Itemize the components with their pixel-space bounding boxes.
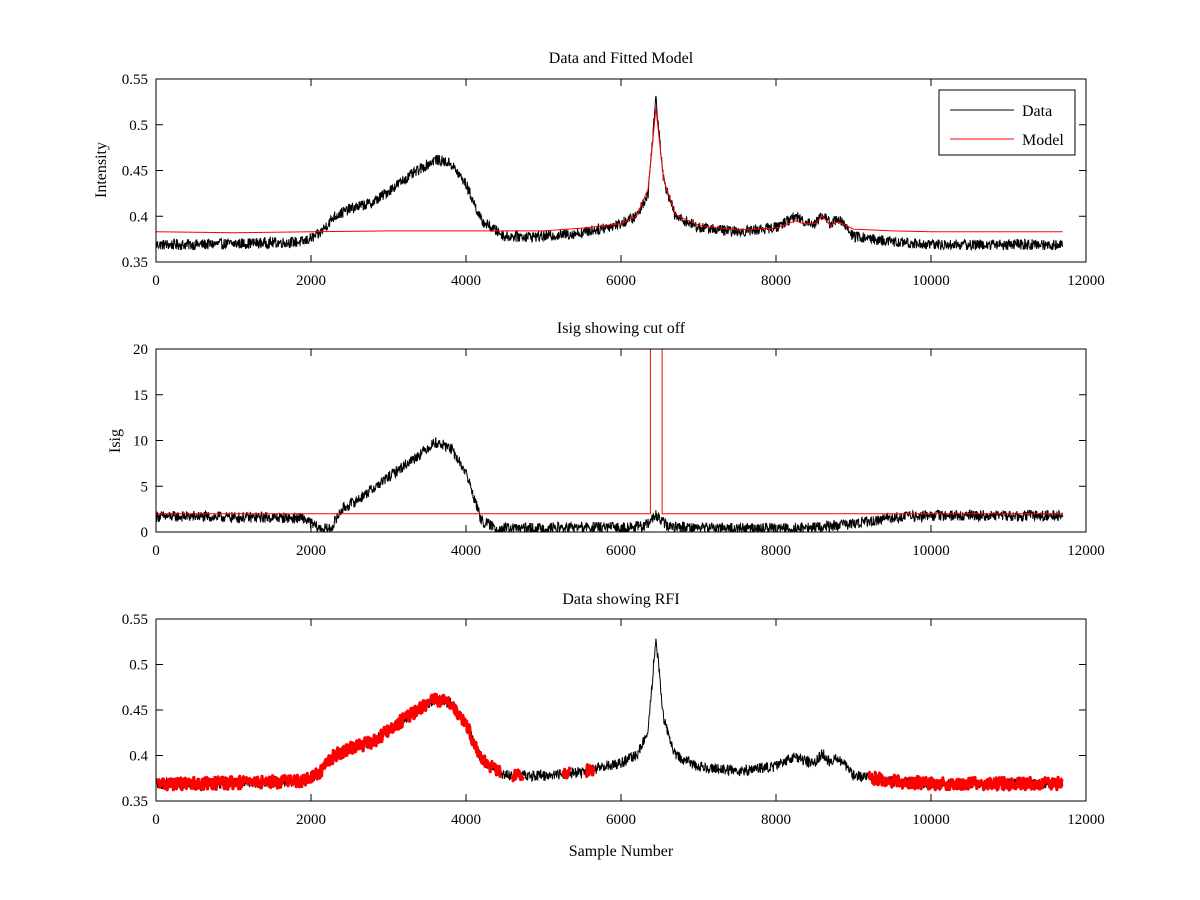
x-tick-label: 4000 <box>451 273 481 289</box>
panel-data-rfi: Data showing RFI Sample Number 0 2000 4000… <box>122 591 1105 860</box>
rfi-flagged-segment-1 <box>510 768 525 783</box>
y-tick-label: 0 <box>141 525 149 541</box>
y-tick-label: 0.4 <box>129 209 148 225</box>
x-tick-label: 8000 <box>761 543 791 559</box>
series-group <box>156 95 1064 252</box>
panel-2-title: Isig showing cut off <box>557 320 686 337</box>
panel-1-plot-area: 0 2000 4000 6000 8000 10000 12000 0.35 0.4 0.45 0.… <box>122 72 1105 289</box>
y-tick-label: 0.55 <box>122 72 148 88</box>
x-tick-label: 2000 <box>296 812 326 828</box>
x-tick-label: 4000 <box>451 812 481 828</box>
series-group <box>156 638 1064 792</box>
series-cut-off-line <box>156 349 1063 515</box>
rfi-flagged-segment-4 <box>867 770 1064 792</box>
x-tick-label: 10000 <box>912 812 950 828</box>
panel-1-legend: Data Model <box>938 89 1076 156</box>
y-tick-label: 5 <box>141 479 149 495</box>
x-tick-label: 6000 <box>606 812 636 828</box>
x-tick-label: 6000 <box>606 543 636 559</box>
x-tick-label: 0 <box>152 543 160 559</box>
y-tick-label: 0.45 <box>122 164 148 180</box>
x-tick-label: 6000 <box>606 273 636 289</box>
x-tick-label: 10000 <box>912 273 950 289</box>
series-model-line <box>156 108 1063 234</box>
series-data-line <box>156 95 1064 252</box>
legend-data-label: Data <box>1022 103 1052 120</box>
x-tick-label: 10000 <box>912 543 950 559</box>
x-tick-label: 0 <box>152 273 160 289</box>
x-tick-label: 4000 <box>451 543 481 559</box>
y-tick-label: 0.45 <box>122 703 148 719</box>
x-tick-label: 12000 <box>1067 273 1105 289</box>
y-tick-label: 10 <box>133 434 148 450</box>
rfi-flagged-segment-3 <box>584 763 596 779</box>
series-isig-line <box>156 437 1064 532</box>
x-tick-label: 12000 <box>1067 543 1105 559</box>
y-tick-label: 0.35 <box>122 255 148 271</box>
panel-1-ylabel: Intensity <box>93 142 110 198</box>
panel-2-plot-area: 0 2000 4000 6000 8000 10000 12000 0 5 10 15 20 <box>133 342 1105 559</box>
legend-box <box>938 89 1076 156</box>
legend-model-label: Model <box>1022 132 1064 149</box>
y-tick-label: 15 <box>133 388 148 404</box>
y-tick-label: 0.5 <box>129 118 148 134</box>
panel-2-ylabel: Isig <box>107 429 124 453</box>
x-tick-label: 2000 <box>296 273 326 289</box>
x-tick-label: 0 <box>152 812 160 828</box>
y-tick-label: 20 <box>133 342 148 358</box>
x-tick-label: 12000 <box>1067 812 1105 828</box>
x-tick-label: 2000 <box>296 543 326 559</box>
x-tick-label: 8000 <box>761 273 791 289</box>
series-group <box>156 349 1064 532</box>
panel-3-xlabel: Sample Number <box>569 843 674 860</box>
panel-3-plot-area: 0 2000 4000 6000 8000 10000 12000 0.35 0.4 0.45 0.… <box>122 612 1105 828</box>
rfi-flagged-segment-2 <box>561 766 572 780</box>
panel-isig: Isig showing cut off Isig 0 2000 4000 6000 8… <box>107 320 1105 559</box>
rfi-flagged-segment-0 <box>156 692 503 792</box>
y-tick-label: 0.4 <box>129 749 148 765</box>
panel-1-title: Data and Fitted Model <box>549 50 694 67</box>
y-tick-label: 0.55 <box>122 612 148 628</box>
panel-data-and-model: Data and Fitted Model Intensity 0 2000 400… <box>93 50 1105 289</box>
y-tick-label: 0.35 <box>122 794 148 810</box>
x-tick-label: 8000 <box>761 812 791 828</box>
y-tick-label: 0.5 <box>129 658 148 674</box>
panel-3-title: Data showing RFI <box>562 591 679 608</box>
